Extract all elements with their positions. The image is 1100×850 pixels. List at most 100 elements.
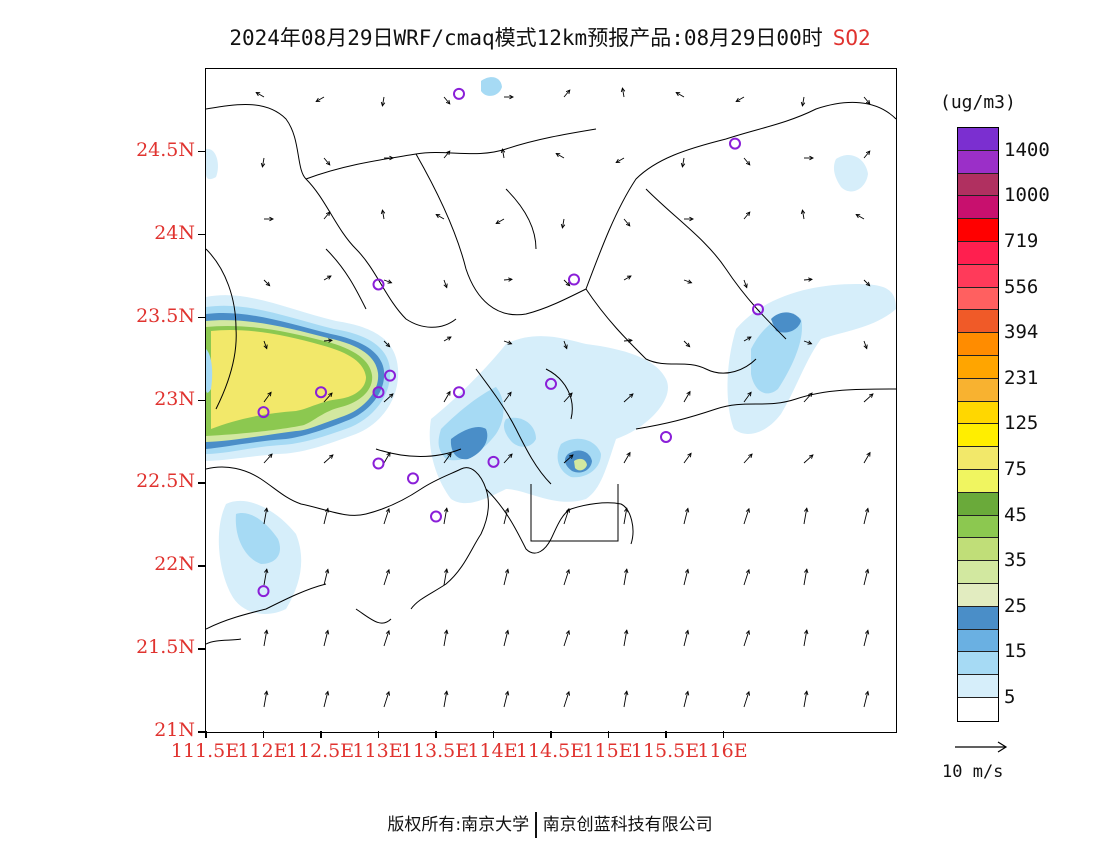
station-marker xyxy=(453,87,465,100)
wind-arrow xyxy=(384,155,394,161)
wind-arrow xyxy=(563,629,571,647)
wind-arrow xyxy=(743,336,752,342)
wind-arrow xyxy=(743,391,752,403)
colorbar xyxy=(957,127,999,722)
wind-arrow xyxy=(563,690,571,708)
wind-arrow xyxy=(803,507,809,525)
lat-tick-label: 24.5N xyxy=(136,138,195,161)
wind-arrow xyxy=(563,392,573,403)
wind-arrow xyxy=(623,338,633,343)
wind-arrow xyxy=(383,393,394,403)
wind-arrow xyxy=(623,218,631,227)
station-marker xyxy=(660,430,672,443)
wind-arrow xyxy=(263,690,269,708)
coastline xyxy=(206,388,896,645)
title-text: 2024年08月29日WRF/cmaq模式12km预报产品:08月29日00时 xyxy=(229,26,823,50)
wind-arrow xyxy=(743,453,753,464)
wind-arrow xyxy=(435,214,445,220)
lon-tick-mark xyxy=(492,731,494,738)
wind-arrow xyxy=(803,454,814,464)
colorbar-label: 35 xyxy=(1004,549,1027,572)
wind-arrow xyxy=(504,94,514,100)
wind-arrow xyxy=(383,690,391,708)
lat-tick-mark xyxy=(198,399,206,401)
wind-arrow xyxy=(804,155,814,161)
copyright-footer: 版权所有:南京大学 南京创蓝科技有限公司 xyxy=(0,810,1100,838)
colorbar-label: 719 xyxy=(1004,230,1039,252)
wind-arrow xyxy=(863,568,870,586)
wind-arrow xyxy=(743,507,751,525)
wind-arrow xyxy=(383,279,393,284)
colorbar-swatch xyxy=(958,310,998,334)
wind-arrow xyxy=(263,453,273,464)
station-marker xyxy=(545,377,557,390)
wind-arrow xyxy=(323,629,330,647)
colorbar-swatch xyxy=(958,173,998,197)
wind-arrow xyxy=(443,452,452,464)
wind-arrow xyxy=(623,275,632,281)
wind-arrow xyxy=(683,279,693,284)
wind-arrow xyxy=(263,568,269,586)
wind-arrow xyxy=(323,338,333,343)
copyright-left: 版权所有:南京大学 xyxy=(387,815,530,835)
colorbar-swatch xyxy=(958,355,998,379)
wind-arrow xyxy=(260,157,266,168)
wind-arrow xyxy=(863,279,871,287)
colorbar-label: 125 xyxy=(1004,412,1039,435)
lon-tick-label: 112E xyxy=(237,740,288,762)
wind-arrow xyxy=(323,157,331,166)
colorbar-swatch xyxy=(958,538,998,562)
station-marker xyxy=(568,273,580,286)
pollutant-label: SO2 xyxy=(832,26,871,50)
wind-arrow xyxy=(800,96,806,107)
wind-arrow xyxy=(443,150,451,159)
wind-arrow xyxy=(683,568,690,586)
wind-arrow xyxy=(803,629,809,647)
lon-tick-label: 115E xyxy=(582,740,633,762)
lon-tick-label: 112.5E xyxy=(285,740,355,762)
wind-arrow xyxy=(863,150,871,159)
lat-tick-mark xyxy=(198,648,206,650)
wind-arrow xyxy=(743,629,751,647)
wind-arrow xyxy=(863,451,871,464)
colorbar-swatch xyxy=(958,219,998,242)
wind-arrow xyxy=(323,568,330,586)
wind-arrow xyxy=(323,275,332,281)
wind-reference-arrow xyxy=(955,741,1008,753)
wind-arrow xyxy=(503,690,510,708)
colorbar-swatch xyxy=(958,241,998,265)
wind-arrow xyxy=(623,568,629,586)
wind-arrow xyxy=(263,507,269,525)
so2-field xyxy=(206,77,896,614)
wind-arrow xyxy=(863,393,874,403)
colorbar-swatch xyxy=(958,128,998,151)
colorbar-label: 1000 xyxy=(1004,184,1050,207)
lat-tick-label: 23N xyxy=(154,387,195,410)
wind-arrow xyxy=(863,629,870,647)
wind-arrow xyxy=(383,629,391,647)
lat-tick-label: 22.5N xyxy=(136,470,195,493)
wind-arrow xyxy=(683,507,690,525)
lat-tick-mark xyxy=(198,316,206,319)
lat-tick-label: 21.5N xyxy=(136,636,195,659)
wind-arrow xyxy=(380,209,386,220)
map-canvas xyxy=(206,77,896,708)
station-marker xyxy=(372,278,385,291)
wind-arrow xyxy=(623,451,631,464)
wind-arrow xyxy=(563,568,571,586)
wind-arrow xyxy=(323,392,333,403)
wind-arrow xyxy=(684,216,694,222)
colorbar-label: 5 xyxy=(1004,686,1016,708)
wind-arrow xyxy=(443,568,449,586)
lat-tick-label: 21N xyxy=(154,719,195,741)
colorbar-swatch xyxy=(958,333,998,356)
colorbar-label: 1400 xyxy=(1004,138,1050,161)
colorbar-swatch xyxy=(958,675,998,698)
colorbar-swatch xyxy=(958,697,998,721)
station-marker xyxy=(729,137,741,150)
lon-tick-label: 115.5E xyxy=(630,740,700,762)
wind-arrow xyxy=(560,218,566,229)
colorbar-swatch xyxy=(958,401,998,425)
station-marker xyxy=(315,386,327,399)
lon-tick-label: 114.5E xyxy=(515,740,585,762)
